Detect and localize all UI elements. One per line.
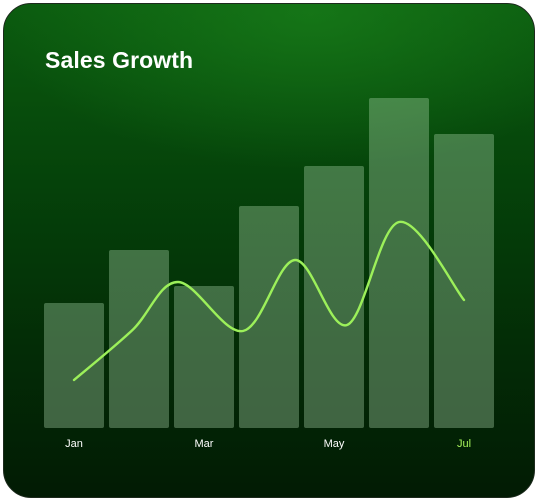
trend-line bbox=[72, 220, 466, 382]
chart-title: Sales Growth bbox=[45, 47, 194, 73]
bar-apr bbox=[239, 206, 299, 428]
bar-feb bbox=[109, 250, 169, 428]
bar-jan bbox=[44, 303, 104, 428]
bar-group bbox=[44, 98, 494, 428]
bar-mar bbox=[174, 286, 234, 428]
trend-line-group bbox=[72, 220, 466, 382]
x-axis-labels: Jan Mar May Jul bbox=[65, 438, 471, 450]
sales-growth-card: Sales Growth Jan Mar May Jul bbox=[3, 3, 535, 498]
bar-jul bbox=[434, 134, 494, 428]
bar-may bbox=[304, 166, 364, 428]
x-label-jan: Jan bbox=[65, 438, 83, 450]
x-label-mar: Mar bbox=[195, 438, 214, 450]
bar-jun bbox=[369, 98, 429, 428]
sales-chart: Jan Mar May Jul bbox=[44, 98, 494, 450]
x-label-jul: Jul bbox=[457, 438, 471, 450]
x-label-may: May bbox=[324, 438, 345, 450]
